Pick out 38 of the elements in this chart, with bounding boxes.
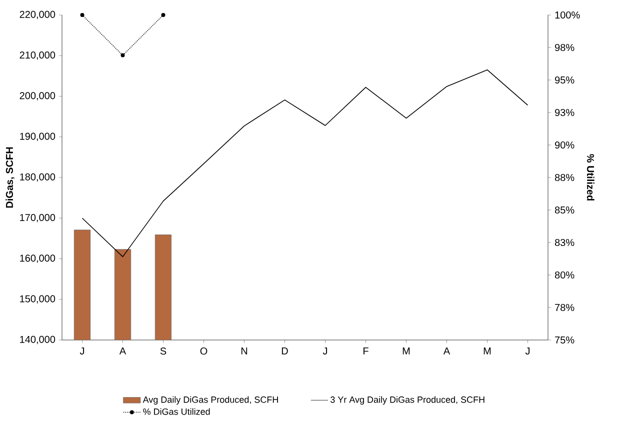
y-tick-label: 220,000	[20, 10, 56, 20]
line-series	[82, 69, 528, 258]
x-tick-label: S	[160, 348, 166, 355]
y-axis-title: DiGas, SCFH	[6, 147, 14, 208]
y2-axis-title: % Utilized	[586, 154, 594, 200]
x-tick-label: M	[402, 348, 410, 354]
x-tick-label: A	[119, 348, 126, 354]
x-tick-label: J	[525, 348, 530, 355]
legend-label: 3 Yr Avg Daily DiGas Produced, SCFH	[330, 396, 484, 405]
x-tick-label: J	[322, 348, 328, 355]
y-tick-label: 200,000	[20, 92, 56, 100]
y2-tick-label: 88%	[554, 174, 574, 182]
y2-tick-label: 90%	[555, 141, 574, 149]
legend-label: % DiGas Utilized	[143, 408, 210, 415]
x-tick-label: A	[443, 348, 450, 354]
y2-tick-label: 75%	[555, 336, 574, 344]
y-tick-label: 210,000	[20, 51, 56, 60]
y-tick-label: 170,000	[20, 214, 56, 222]
x-tick-label: D	[282, 348, 288, 354]
x-tick-label: J	[80, 348, 84, 355]
x-tick-label: M	[484, 348, 491, 354]
y-tick-label: 190,000	[20, 132, 56, 142]
y2-tick-label: 80%	[554, 271, 574, 279]
y-tick-label: 140,000	[20, 336, 56, 344]
y2-tick-label: 83%	[554, 238, 574, 246]
y2-tick-label: 95%	[555, 76, 574, 84]
y-tick-label: 180,000	[20, 173, 56, 182]
x-tick-label: O	[200, 348, 208, 355]
y2-tick-label: 85%	[554, 206, 574, 214]
y2-tick-label: 100%	[555, 11, 580, 19]
x-tick-label: F	[364, 348, 368, 354]
x-tick-label: N	[241, 348, 248, 354]
y-tick-label: 160,000	[20, 254, 56, 263]
y2-tick-label: 78%	[555, 304, 574, 312]
y2-tick-label: 93%	[555, 108, 574, 116]
legend-label: Avg Daily DiGas Produced, SCFH	[142, 396, 278, 405]
y-tick-label: 150,000	[20, 295, 56, 304]
y2-tick-label: 98%	[555, 44, 574, 52]
